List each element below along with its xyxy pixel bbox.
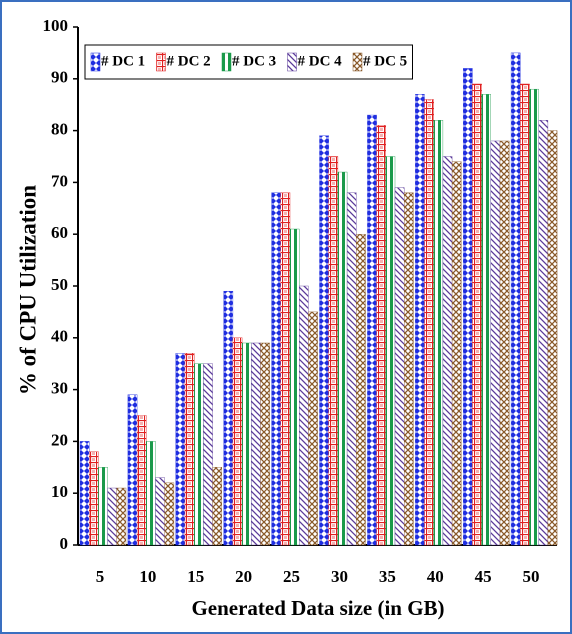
x-tick-label: 50 <box>523 567 540 586</box>
bar <box>424 99 434 546</box>
bar <box>251 342 261 546</box>
bar <box>472 83 482 546</box>
bar <box>319 135 329 546</box>
x-tick-label: 35 <box>379 567 396 586</box>
y-axis-title: % of CPU Utilization <box>15 185 40 395</box>
legend-swatch <box>156 52 166 72</box>
legend-swatch <box>90 52 101 72</box>
bar <box>433 120 444 546</box>
bar <box>155 477 165 546</box>
bar <box>376 125 387 546</box>
legend-swatch <box>221 52 232 72</box>
y-tick-label: 50 <box>51 275 68 294</box>
legend-swatch <box>352 52 363 72</box>
bar <box>299 285 309 546</box>
legend-label: # DC 3 <box>232 53 276 69</box>
bar <box>490 140 501 546</box>
bar <box>164 482 175 546</box>
y-tick-label: 90 <box>51 68 68 87</box>
bar <box>79 441 90 546</box>
bar <box>127 394 138 546</box>
bar <box>442 156 453 546</box>
bar <box>481 94 492 546</box>
bar <box>356 233 366 546</box>
x-tick-label: 45 <box>475 567 492 586</box>
bar <box>280 192 291 546</box>
bar <box>116 487 127 546</box>
bar <box>404 192 414 546</box>
bar <box>136 415 147 546</box>
bar <box>547 130 558 546</box>
bar <box>98 467 108 546</box>
x-tick-label: 30 <box>331 567 348 586</box>
bar <box>260 342 270 546</box>
bar <box>193 363 204 546</box>
legend-label: # DC 1 <box>101 53 145 69</box>
bar <box>308 311 318 546</box>
x-tick-label: 5 <box>96 567 105 586</box>
y-tick-label: 80 <box>51 120 68 139</box>
bar <box>367 114 377 546</box>
bar <box>146 441 156 546</box>
legend-label: # DC 2 <box>167 53 211 69</box>
y-tick-label: 100 <box>43 16 69 35</box>
y-tick-label: 30 <box>51 379 68 398</box>
bar <box>510 52 521 546</box>
bar <box>241 342 252 546</box>
bar <box>394 187 405 546</box>
bar <box>385 156 396 546</box>
x-tick-label: 25 <box>283 567 300 586</box>
legend-label: # DC 5 <box>363 53 407 69</box>
legend-swatch <box>287 52 297 72</box>
bar <box>499 140 510 546</box>
bar <box>346 192 357 546</box>
bar <box>232 337 243 546</box>
bar <box>212 467 223 546</box>
bar <box>451 161 462 546</box>
y-tick-label: 0 <box>60 534 69 553</box>
legend-label: # DC 4 <box>298 53 343 69</box>
bar <box>520 83 530 546</box>
bar <box>529 88 539 546</box>
bar <box>107 487 117 546</box>
bar <box>289 228 300 546</box>
x-tick-label: 15 <box>187 567 204 586</box>
bar <box>328 156 339 546</box>
y-tick-label: 40 <box>51 327 68 346</box>
bar <box>203 363 213 546</box>
bar <box>223 290 234 546</box>
bar <box>337 171 348 546</box>
bar <box>88 451 99 546</box>
bar <box>184 353 195 546</box>
y-tick-label: 20 <box>51 430 68 449</box>
bar <box>415 94 425 546</box>
x-tick-label: 40 <box>427 567 444 586</box>
y-tick-label: 60 <box>51 223 68 242</box>
x-axis-title: Generated Data size (in GB) <box>191 596 444 620</box>
y-tick-label: 70 <box>51 171 68 190</box>
bar <box>463 68 473 546</box>
bar <box>538 120 549 546</box>
y-tick-label: 10 <box>51 482 68 501</box>
bar <box>271 192 282 546</box>
bar <box>175 353 186 546</box>
x-tick-label: 10 <box>139 567 156 586</box>
x-tick-label: 20 <box>235 567 252 586</box>
